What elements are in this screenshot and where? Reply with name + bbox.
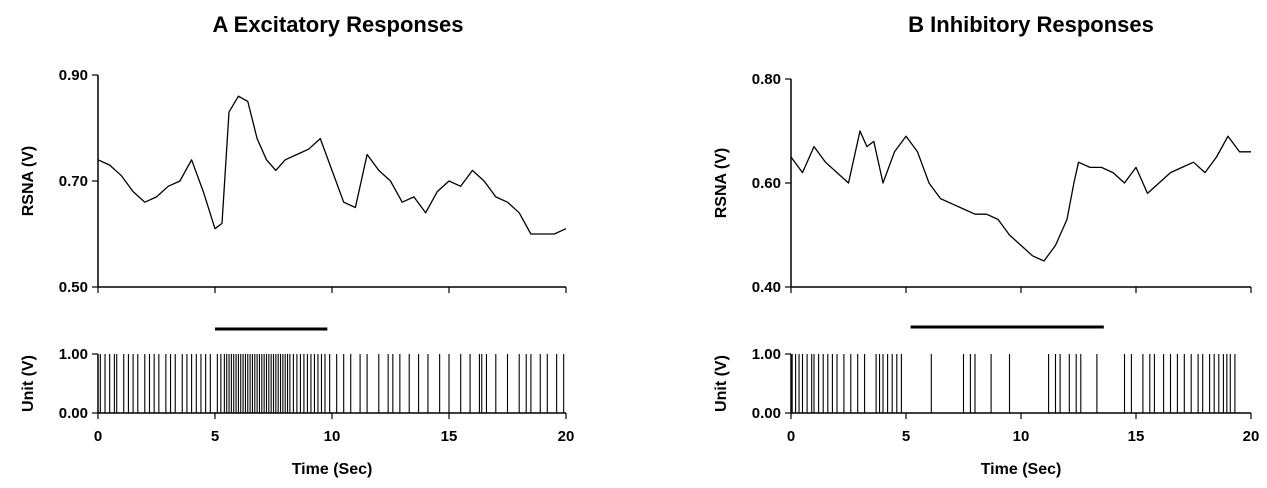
x-axis-label: Time (Sec) (292, 461, 373, 478)
panel-b-inhibitory: B Inhibitory Responses 0.40 0.60 0.80 RSNA (… (713, 12, 1259, 478)
unit-y-axis-label: Unit (V) (20, 355, 37, 412)
x-tick-label: 5 (211, 428, 219, 445)
x-axis-label: Time (Sec) (981, 461, 1062, 478)
rsna-y-tick-label: 0.40 (752, 279, 781, 296)
rsna-y-axis-label: RSNA (V) (713, 148, 730, 219)
unit-y-tick-label: 0.00 (752, 405, 781, 422)
unit-y-tick-label: 0.00 (59, 405, 88, 422)
x-tick-label: 20 (1243, 428, 1260, 445)
rsna-y-tick-label: 0.80 (752, 71, 781, 88)
unit-y-tick-label: 1.00 (752, 346, 781, 363)
unit-y-axis-label: Unit (V) (713, 355, 730, 412)
x-tick-label: 10 (324, 428, 341, 445)
rsna-y-axis-label: RSNA (V) (20, 146, 37, 217)
rsna-trace-line (790, 130, 1251, 262)
x-tick-label: 5 (902, 428, 910, 445)
x-tick-label: 10 (1013, 428, 1030, 445)
x-tick-label: 0 (94, 428, 102, 445)
unit-y-tick-label: 1.00 (59, 346, 88, 363)
chart-title: B Inhibitory Responses (908, 12, 1154, 37)
rsna-y-tick-label: 0.50 (59, 279, 88, 296)
x-tick-label: 15 (441, 428, 458, 445)
chart-title: A Excitatory Responses (212, 12, 463, 37)
x-tick-label: 15 (1128, 428, 1145, 445)
panel-a-excitatory: A Excitatory Responses 0.50 0.70 0.90 RSNA (… (20, 12, 574, 478)
x-tick-label: 0 (787, 428, 795, 445)
rsna-y-tick-label: 0.90 (59, 67, 88, 84)
rsna-y-tick-label: 0.70 (59, 173, 88, 190)
rsna-trace-line (97, 95, 567, 235)
x-tick-label: 20 (558, 428, 575, 445)
rsna-y-tick-label: 0.60 (752, 175, 781, 192)
